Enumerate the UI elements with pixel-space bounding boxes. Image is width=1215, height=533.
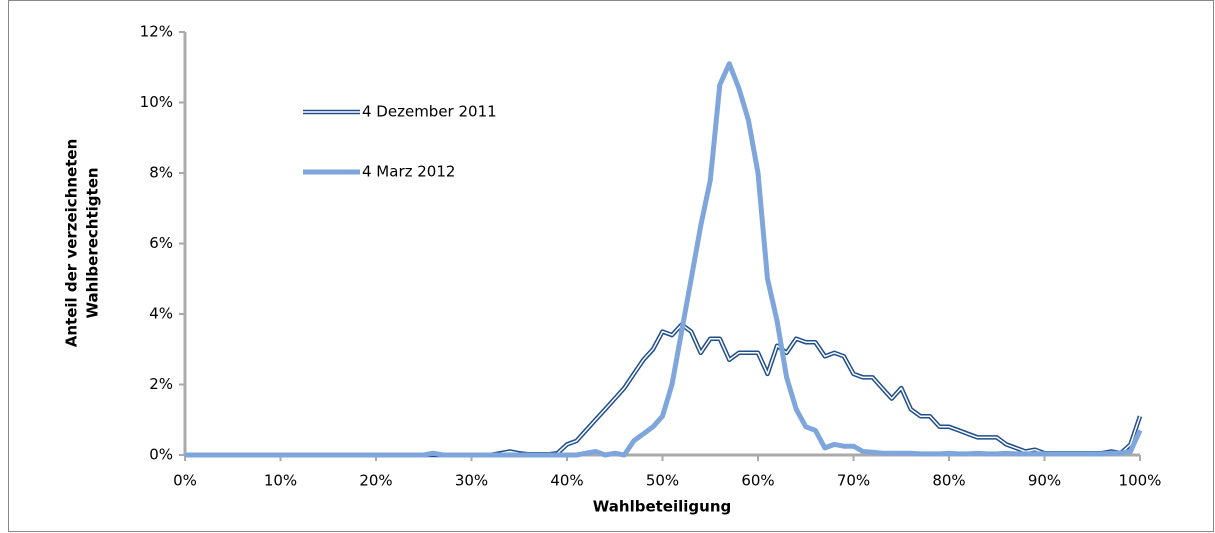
y-axis-label-line: Anteil der verzeichneten [63, 139, 81, 348]
x-tick-label: 30% [455, 472, 488, 490]
y-tick-label: 0% [149, 446, 173, 464]
x-tick-label: 0% [173, 472, 197, 490]
x-tick-label: 60% [741, 472, 774, 490]
series-line [185, 61, 1143, 458]
legend-label: 4 Dezember 2011 [362, 103, 497, 121]
x-axis-label: Wahlbeteiligung [593, 498, 731, 516]
legend-label: 4 Marz 2012 [362, 163, 455, 181]
x-tick-label: 10% [264, 472, 297, 490]
x-tick-label: 100% [1119, 472, 1162, 490]
y-tick-label: 4% [149, 305, 173, 323]
y-axis-label-line: Wahlberechtigten [84, 167, 102, 318]
frame [8, 0, 1214, 532]
x-tick-label: 90% [1028, 472, 1061, 490]
y-axis-label: Anteil der verzeichneten Wahlberechtigte… [63, 139, 102, 348]
y-tick-label: 2% [149, 375, 173, 393]
x-tick-label: 20% [359, 472, 392, 490]
y-tick-label: 12% [140, 23, 173, 41]
y-tick-label: 8% [149, 164, 173, 182]
y-tick-label: 10% [140, 93, 173, 111]
x-tick-label: 50% [646, 472, 679, 490]
x-tick-label: 70% [837, 472, 870, 490]
series-line [185, 322, 1143, 458]
y-tick-label: 6% [149, 234, 173, 252]
x-tick-label: 40% [550, 472, 583, 490]
x-tick-label: 80% [932, 472, 965, 490]
